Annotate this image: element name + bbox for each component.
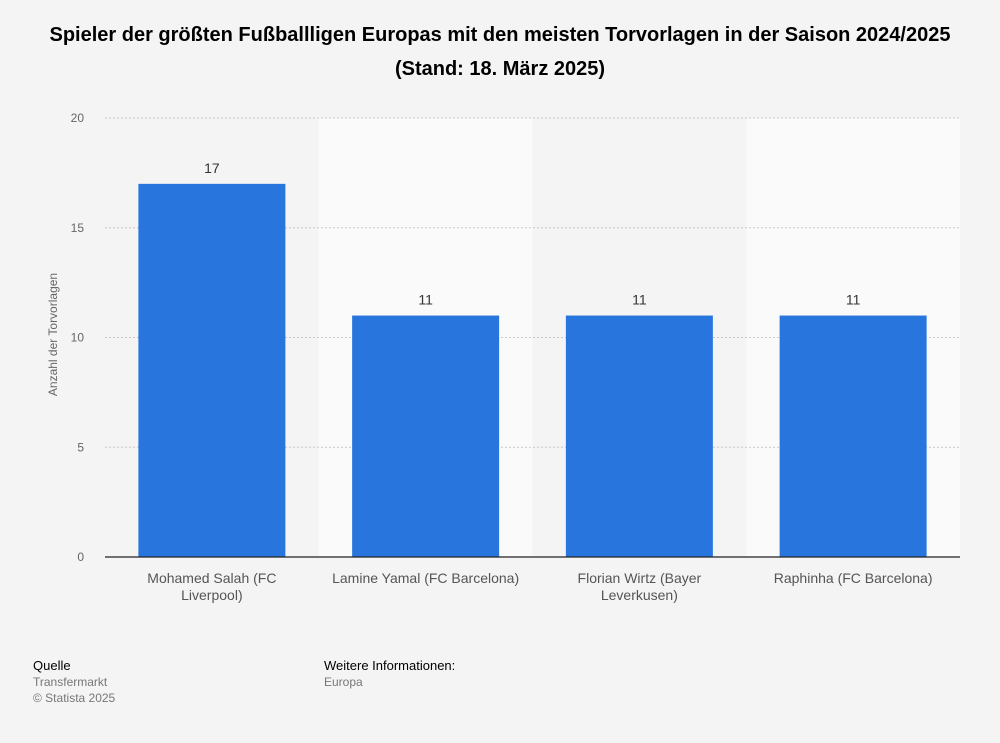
- y-tick-label: 10: [71, 331, 85, 345]
- chart-title: Spieler der größten Fußballligen Europas…: [49, 24, 951, 80]
- info-heading: Weitere Informationen:: [324, 658, 456, 673]
- x-tick-label: Raphinha (FC Barcelona): [774, 570, 933, 586]
- x-tick-label: Lamine Yamal (FC Barcelona): [332, 570, 519, 586]
- y-tick-label: 15: [71, 221, 85, 235]
- x-tick-label: Liverpool): [181, 587, 242, 603]
- copyright-text: © Statista 2025: [33, 691, 116, 705]
- bar: [352, 315, 500, 557]
- x-tick-label: Florian Wirtz (Bayer: [578, 570, 702, 586]
- y-tick-label: 0: [77, 550, 84, 564]
- source-text: Transfermarkt: [33, 675, 108, 689]
- bar: [565, 315, 713, 557]
- data-label: 11: [632, 292, 647, 308]
- data-label: 17: [204, 160, 220, 176]
- info-text: Europa: [324, 675, 363, 689]
- bar: [138, 183, 286, 557]
- x-tick-label: Mohamed Salah (FC: [147, 570, 276, 586]
- bar: [779, 315, 927, 557]
- x-tick-label: Leverkusen): [601, 587, 678, 603]
- y-tick-label: 5: [77, 440, 84, 454]
- source-block: Quelle Transfermarkt © Statista 2025: [33, 657, 115, 706]
- data-label: 11: [418, 292, 433, 308]
- info-block: Weitere Informationen: Europa: [324, 657, 455, 690]
- y-axis-label: Anzahl der Torvorlagen: [46, 273, 60, 396]
- data-label: 11: [846, 292, 861, 308]
- y-tick-label: 20: [71, 111, 85, 125]
- source-heading: Quelle: [33, 658, 71, 673]
